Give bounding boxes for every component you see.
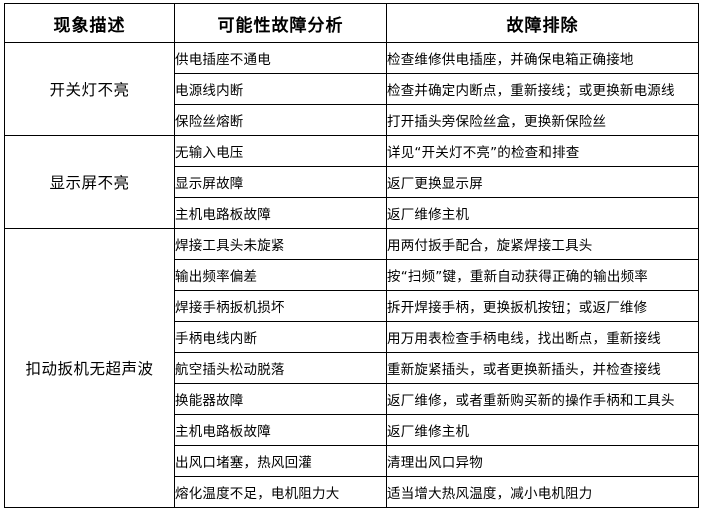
cause-cell: 主机电路板故障: [174, 197, 387, 229]
cause-cell: 主机电路板故障: [174, 414, 387, 446]
table-body: 开关灯不亮 供电插座不通电 检查维修供电插座，并确保电箱正确接地 电源线内断 检查并确定…: [4, 42, 699, 508]
fix-cell: 检查并确定内断点，重新接线；或更换新电源线: [386, 73, 699, 105]
cause-cell: 电源线内断: [174, 73, 387, 105]
table-row: 主机电路板故障 返厂维修主机: [5, 197, 699, 229]
symptom-cell: 扣动扳机无超声波: [4, 228, 175, 508]
table-row: 航空插头松动脱落 重新旋紧插头，或者更换新插头，并检查接线: [5, 352, 699, 384]
table-row: 显示屏不亮 无输入电压 详见“开关灯不亮”的检查和排查: [4, 135, 699, 229]
fix-cell: 详见“开关灯不亮”的检查和排查: [386, 135, 699, 167]
fix-cell: 按“扫频”键，重新自动获得正确的输出频率: [386, 259, 699, 291]
table-header-row: 现象描述 可能性故障分析 故障排除: [4, 3, 699, 43]
cause-cell: 供电插座不通电: [174, 42, 387, 74]
cause-cell: 出风口堵塞，热风回灌: [174, 445, 387, 477]
fix-cell: 检查维修供电插座，并确保电箱正确接地: [386, 42, 699, 74]
fix-cell: 清理出风口异物: [386, 445, 699, 477]
symptom-cell: 显示屏不亮: [4, 135, 175, 229]
table-row: 输出频率偏差 按“扫频”键，重新自动获得正确的输出频率: [5, 259, 699, 291]
cause-cell: 手柄电线内断: [174, 321, 387, 353]
cause-cell: 无输入电压: [174, 135, 387, 167]
table-row: 扣动扳机无超声波 焊接工具头未旋紧 用两付扳手配合，旋紧焊接工具头: [4, 228, 699, 508]
table-row: 主机电路板故障 返厂维修主机: [5, 414, 699, 446]
table-row: 焊接手柄扳机损坏 拆开焊接手柄，更换扳机按钮；或返厂维修: [5, 290, 699, 322]
fix-cell: 重新旋紧插头，或者更换新插头，并检查接线: [386, 352, 699, 384]
cause-cell: 航空插头松动脱落: [174, 352, 387, 384]
table-row: 显示屏故障 返厂更换显示屏: [5, 166, 699, 198]
fix-cell: 打开插头旁保险丝盒，更换新保险丝: [386, 104, 699, 136]
fix-cell: 返厂维修主机: [386, 197, 699, 229]
column-header-symptom: 现象描述: [4, 3, 175, 43]
fix-cell: 用两付扳手配合，旋紧焊接工具头: [386, 228, 699, 260]
table-row: 出风口堵塞，热风回灌 清理出风口异物: [5, 445, 699, 477]
table-sheet: 现象描述 可能性故障分析 故障排除 开关灯不亮 供电插座不通电 检查维修供电插座，并…: [4, 3, 699, 508]
troubleshooting-table: 现象描述 可能性故障分析 故障排除 开关灯不亮 供电插座不通电 检查维修供电插座，并…: [4, 3, 699, 508]
cause-cell: 保险丝熔断: [174, 104, 387, 136]
fix-cell: 适当增大热风温度，减小电机阻力: [386, 476, 699, 508]
table-row: 保险丝熔断 打开插头旁保险丝盒，更换新保险丝: [5, 104, 699, 136]
fix-cell: 返厂维修主机: [386, 414, 699, 446]
table-row: 开关灯不亮 供电插座不通电 检查维修供电插座，并确保电箱正确接地: [4, 42, 699, 136]
symptom-cell: 开关灯不亮: [4, 42, 175, 136]
column-header-cause: 可能性故障分析: [174, 3, 387, 43]
column-header-fix: 故障排除: [386, 3, 699, 43]
cause-cell: 输出频率偏差: [174, 259, 387, 291]
fix-cell: 拆开焊接手柄，更换扳机按钮；或返厂维修: [386, 290, 699, 322]
fix-cell: 用万用表检查手柄电线，找出断点，重新接线: [386, 321, 699, 353]
fix-cell: 返厂更换显示屏: [386, 166, 699, 198]
cause-cell: 显示屏故障: [174, 166, 387, 198]
cause-cell: 熔化温度不足，电机阻力大: [174, 476, 387, 508]
table-row: 手柄电线内断 用万用表检查手柄电线，找出断点，重新接线: [5, 321, 699, 353]
cause-cell: 焊接手柄扳机损坏: [174, 290, 387, 322]
table-header: 现象描述 可能性故障分析 故障排除: [4, 3, 699, 43]
fix-cell: 返厂维修，或者重新购买新的操作手柄和工具头: [386, 383, 699, 415]
cause-cell: 焊接工具头未旋紧: [174, 228, 387, 260]
cause-cell: 换能器故障: [174, 383, 387, 415]
table-row: 电源线内断 检查并确定内断点，重新接线；或更换新电源线: [5, 73, 699, 105]
